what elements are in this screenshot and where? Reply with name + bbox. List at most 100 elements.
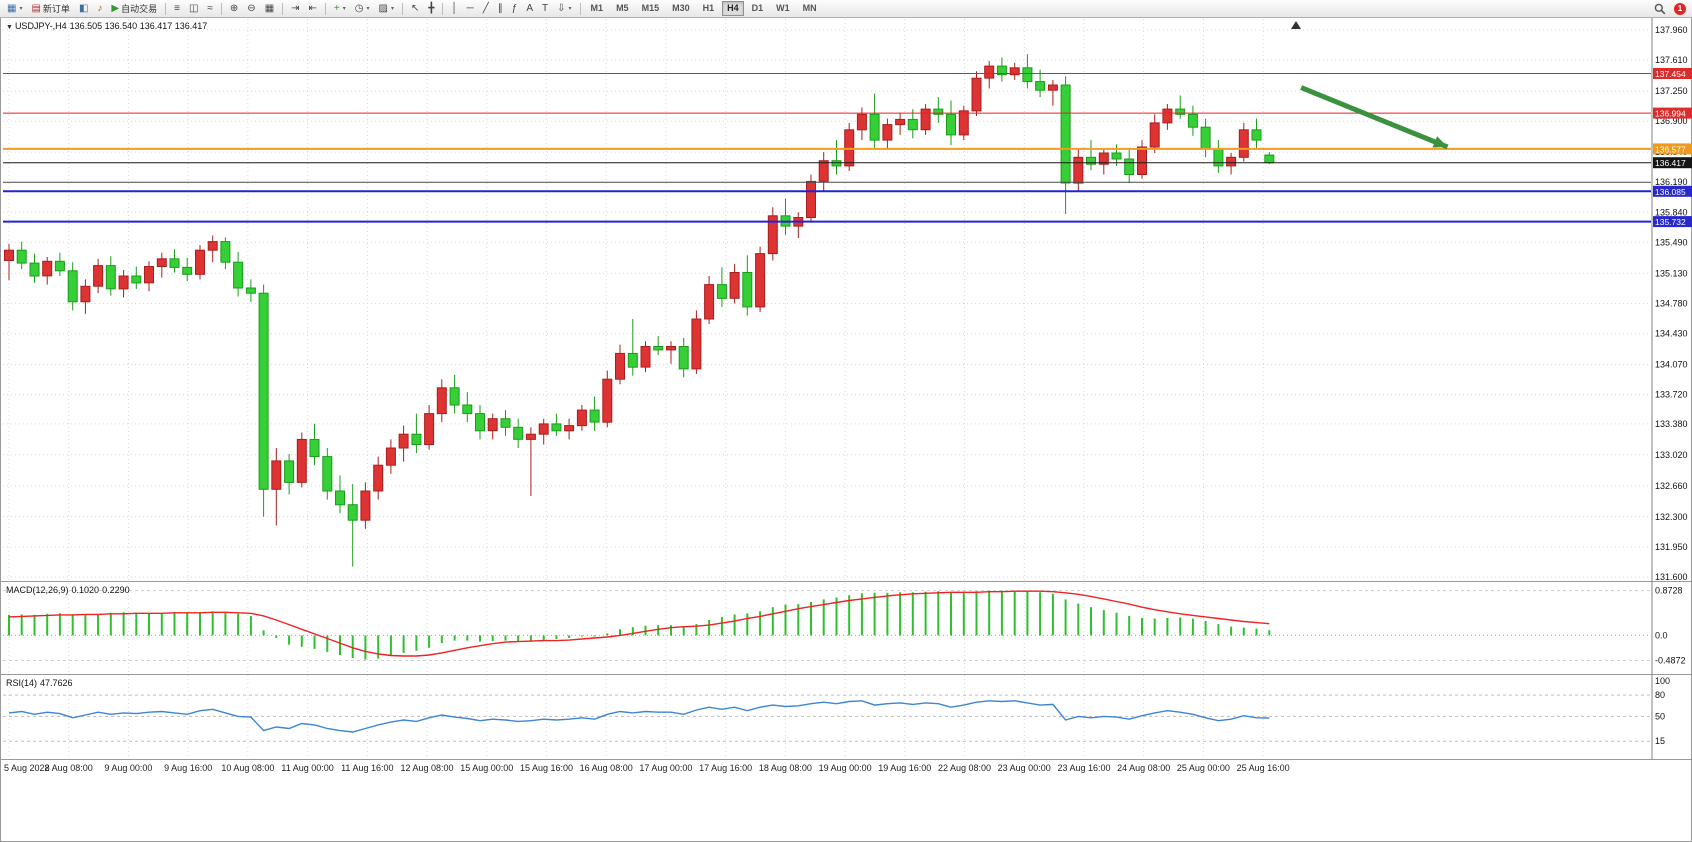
svg-text:23 Aug 16:00: 23 Aug 16:00 bbox=[1057, 763, 1110, 773]
zoom-in-button[interactable]: ⊕ bbox=[226, 0, 242, 17]
timeframe-mn-button[interactable]: MN bbox=[802, 3, 817, 13]
dropdown-caret-icon: ▾ bbox=[366, 6, 370, 12]
text-label-button[interactable]: T bbox=[538, 0, 552, 17]
new-order-label: 新订单 bbox=[42, 4, 70, 14]
cursor-button[interactable]: ↖ bbox=[407, 0, 423, 17]
bar-chart-button[interactable]: ≡ bbox=[170, 0, 184, 17]
trendline-button[interactable]: ╱ bbox=[479, 0, 493, 17]
svg-text:0.8728: 0.8728 bbox=[1655, 586, 1683, 596]
profiles-button[interactable]: ◧ bbox=[75, 0, 92, 17]
timeframe-h1-button[interactable]: H1 bbox=[702, 3, 715, 13]
timeframe-m5-button[interactable]: M5 bbox=[616, 3, 629, 13]
autotrade-icon: ▶ bbox=[111, 2, 120, 14]
toolbar-separator bbox=[165, 2, 167, 15]
autotrade-button[interactable]: ▶ 自动交易 bbox=[107, 0, 161, 17]
search-icon[interactable] bbox=[1654, 3, 1666, 15]
svg-text:134.430: 134.430 bbox=[1655, 329, 1688, 339]
crosshair-button[interactable]: ╋ bbox=[424, 0, 438, 17]
toolbar-separator bbox=[324, 2, 326, 15]
timeframe-d1-button[interactable]: D1 bbox=[751, 3, 764, 13]
chart-shift-button[interactable]: ⇤ bbox=[305, 0, 321, 17]
svg-text:137.960: 137.960 bbox=[1655, 25, 1688, 35]
panel-separators[interactable] bbox=[1, 581, 1692, 760]
line-chart-button[interactable]: ≈ bbox=[203, 0, 217, 17]
timeframe-m1-button[interactable]: M1 bbox=[590, 3, 604, 13]
zoom-out-button[interactable]: ⊖ bbox=[243, 0, 259, 17]
candles-layer bbox=[4, 54, 1275, 567]
fibonacci-icon: ƒ bbox=[511, 2, 518, 14]
rsi-label: RSI(14) 47.7626 bbox=[6, 678, 76, 688]
timeframe-w1-button[interactable]: W1 bbox=[776, 3, 790, 13]
symbol-period: USDJPY-,H4 bbox=[14, 21, 67, 31]
zoom-in-icon: ⊕ bbox=[229, 2, 239, 14]
arrows-tool-button[interactable]: ⇩ ▾ bbox=[553, 0, 575, 17]
grid-vertical bbox=[8, 19, 1264, 759]
svg-text:137.454: 137.454 bbox=[1655, 69, 1686, 79]
horizontal-line-icon: ─ bbox=[466, 2, 474, 14]
rsi-panel: 100 80 50 15 bbox=[3, 676, 1670, 746]
svg-text:19 Aug 00:00: 19 Aug 00:00 bbox=[819, 763, 872, 773]
timeframe-m15-button[interactable]: M15 bbox=[641, 3, 660, 13]
svg-text:136.190: 136.190 bbox=[1655, 177, 1688, 187]
trend-arrow-annotation[interactable] bbox=[1300, 85, 1449, 150]
svg-text:15 Aug 00:00: 15 Aug 00:00 bbox=[460, 763, 513, 773]
auto-scroll-button[interactable]: ⇥ bbox=[287, 0, 303, 17]
svg-text:137.610: 137.610 bbox=[1655, 55, 1688, 65]
equidistant-channel-icon: ∥ bbox=[497, 2, 503, 14]
svg-text:22 Aug 08:00: 22 Aug 08:00 bbox=[938, 763, 991, 773]
horizontal-line-button[interactable]: ─ bbox=[463, 0, 478, 17]
templates-button[interactable]: ▨ ▾ bbox=[375, 0, 398, 17]
toolbar-separator bbox=[282, 2, 284, 15]
indicators-button[interactable]: + ▾ bbox=[330, 0, 350, 17]
svg-text:133.020: 133.020 bbox=[1655, 450, 1688, 460]
text-button[interactable]: A bbox=[522, 0, 537, 17]
svg-text:80: 80 bbox=[1655, 690, 1665, 700]
fibonacci-button[interactable]: ƒ bbox=[508, 0, 522, 17]
dropdown-caret-icon: ▾ bbox=[390, 6, 394, 12]
svg-text:132.300: 132.300 bbox=[1655, 512, 1688, 522]
svg-text:136.994: 136.994 bbox=[1655, 109, 1686, 119]
svg-text:24 Aug 08:00: 24 Aug 08:00 bbox=[1117, 763, 1170, 773]
svg-text:25 Aug 00:00: 25 Aug 00:00 bbox=[1177, 763, 1230, 773]
candlestick-chart-button[interactable]: ◫ bbox=[185, 0, 202, 17]
alerts-button[interactable]: ♪ bbox=[93, 0, 106, 17]
svg-text:100: 100 bbox=[1655, 676, 1670, 686]
new-chart-button[interactable]: ▦ ▾ bbox=[3, 0, 26, 17]
equidistant-channel-button[interactable]: ∥ bbox=[494, 0, 507, 17]
svg-text:0.0: 0.0 bbox=[1655, 630, 1668, 640]
tile-windows-button[interactable]: ▦ bbox=[261, 0, 278, 17]
line-chart-icon: ≈ bbox=[207, 2, 213, 14]
svg-text:25 Aug 16:00: 25 Aug 16:00 bbox=[1237, 763, 1290, 773]
text-label-icon: T bbox=[542, 2, 549, 14]
svg-text:135.490: 135.490 bbox=[1655, 237, 1688, 247]
tile-windows-icon: ▦ bbox=[264, 2, 275, 14]
notification-badge[interactable]: 1 bbox=[1674, 2, 1686, 15]
macd-signal-line bbox=[8, 590, 1270, 657]
toolbar-separator bbox=[579, 2, 581, 15]
one-click-trading-icon[interactable]: ▼ bbox=[6, 24, 13, 31]
toolbar-separator bbox=[402, 2, 403, 15]
svg-text:9 Aug 00:00: 9 Aug 00:00 bbox=[104, 763, 152, 773]
periods-button[interactable]: ◷ ▾ bbox=[351, 0, 374, 17]
svg-text:10 Aug 08:00: 10 Aug 08:00 bbox=[221, 763, 274, 773]
price-axis-badges: 137.454 136.994 136.577 136.417 136.085 135.7… bbox=[1653, 68, 1692, 228]
indicators-icon: + bbox=[333, 2, 340, 14]
svg-text:134.070: 134.070 bbox=[1655, 360, 1688, 370]
timeframe-m30-button[interactable]: M30 bbox=[672, 3, 690, 13]
svg-text:133.380: 133.380 bbox=[1655, 419, 1688, 429]
chart-canvas[interactable]: 137.960137.610137.250136.900136.540136.1… bbox=[1, 18, 1692, 842]
chart-shift-marker[interactable] bbox=[1291, 21, 1301, 29]
svg-text:135.130: 135.130 bbox=[1655, 268, 1688, 278]
new-order-button[interactable]: ▤ 新订单 bbox=[27, 0, 73, 17]
svg-text:11 Aug 00:00: 11 Aug 00:00 bbox=[281, 763, 333, 773]
svg-text:131.950: 131.950 bbox=[1655, 542, 1688, 552]
chart-title: ▼ USDJPY-,H4 136.505 136.540 136.417 136.4… bbox=[6, 21, 210, 31]
arrows-tool-icon: ⇩ bbox=[557, 2, 566, 14]
vertical-line-button[interactable]: │ bbox=[447, 0, 461, 17]
chart-shift-icon: ⇤ bbox=[308, 2, 317, 14]
svg-text:136.577: 136.577 bbox=[1655, 144, 1686, 154]
horizontal-price-lines[interactable] bbox=[3, 73, 1651, 223]
macd-signal-value: 0.2290 bbox=[102, 585, 130, 595]
timeframe-h4-button[interactable]: H4 bbox=[722, 1, 744, 16]
